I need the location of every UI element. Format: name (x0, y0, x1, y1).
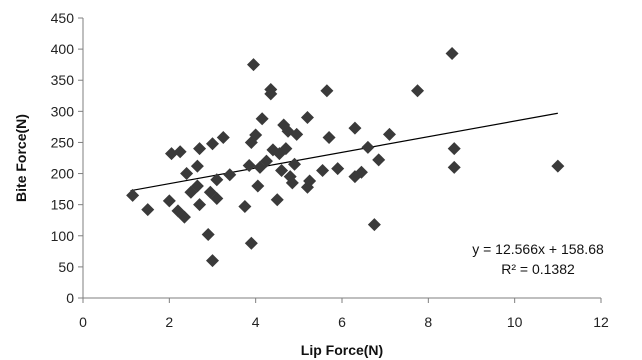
data-point (447, 142, 461, 156)
y-tick-label: 0 (66, 290, 74, 306)
data-point (445, 46, 459, 60)
x-tick-label: 10 (507, 314, 523, 330)
data-point (411, 84, 425, 98)
data-point (259, 154, 273, 168)
y-tick-label: 450 (51, 10, 75, 26)
data-point (251, 179, 265, 193)
data-point (190, 159, 204, 173)
data-points (126, 46, 565, 268)
y-tick-label: 350 (51, 72, 75, 88)
data-point (303, 174, 317, 188)
data-point (290, 127, 304, 141)
data-point (320, 84, 334, 98)
y-axis-title: Bite Force(N) (13, 114, 29, 202)
data-point (382, 127, 396, 141)
data-point (551, 159, 565, 173)
data-point (162, 194, 176, 208)
data-point (279, 142, 293, 156)
data-point (177, 210, 191, 224)
data-point (206, 137, 219, 151)
data-point (348, 121, 362, 135)
x-tick-label: 6 (338, 314, 346, 330)
r-squared-label: R² = 0.1382 (501, 261, 575, 277)
y-tick-label: 250 (51, 134, 75, 150)
data-point (270, 193, 284, 207)
y-tick-label: 300 (51, 103, 75, 119)
y-tick-label: 200 (51, 166, 75, 182)
data-point (288, 157, 302, 171)
data-point (249, 128, 263, 142)
data-point (255, 112, 269, 126)
data-point (361, 140, 375, 154)
data-point (331, 162, 345, 176)
x-tick-label: 4 (252, 314, 260, 330)
y-tick-label: 50 (58, 259, 74, 275)
y-tick-label: 400 (51, 41, 75, 57)
x-tick-label: 8 (424, 314, 432, 330)
x-axis-ticks: 0 2 4 6 8 10 12 (79, 298, 609, 330)
data-point (223, 168, 237, 182)
trendline (130, 112, 558, 192)
data-point (141, 203, 155, 217)
data-point (173, 145, 187, 159)
y-tick-label: 150 (51, 197, 75, 213)
data-point (247, 58, 261, 72)
data-point (126, 188, 140, 202)
data-point (316, 163, 330, 177)
data-point (190, 179, 204, 193)
trendline-group (130, 112, 558, 192)
data-point (193, 142, 207, 156)
x-axis-title: Lip Force(N) (301, 342, 383, 358)
data-point (322, 130, 336, 144)
data-point (216, 130, 230, 144)
data-point (206, 254, 219, 268)
data-point (372, 153, 386, 167)
data-point (242, 158, 256, 172)
data-point (264, 87, 278, 101)
data-point (210, 173, 224, 187)
data-point (244, 236, 258, 250)
data-point (180, 167, 194, 181)
y-axis-ticks: 0 50 100 150 200 250 300 350 400 450 (51, 10, 83, 306)
data-point (193, 198, 207, 212)
data-point (447, 160, 461, 174)
x-tick-label: 2 (165, 314, 173, 330)
data-point (238, 200, 252, 214)
trendline-equation: y = 12.566x + 158.68 (472, 241, 604, 257)
data-point (275, 163, 289, 177)
x-tick-label: 12 (593, 314, 609, 330)
data-point (354, 165, 368, 179)
data-point (210, 191, 224, 205)
data-point (285, 176, 299, 190)
x-tick-label: 0 (79, 314, 87, 330)
data-point (164, 147, 178, 161)
data-point (201, 228, 215, 242)
data-point (367, 218, 381, 232)
data-point (300, 111, 314, 125)
y-tick-label: 100 (51, 228, 75, 244)
